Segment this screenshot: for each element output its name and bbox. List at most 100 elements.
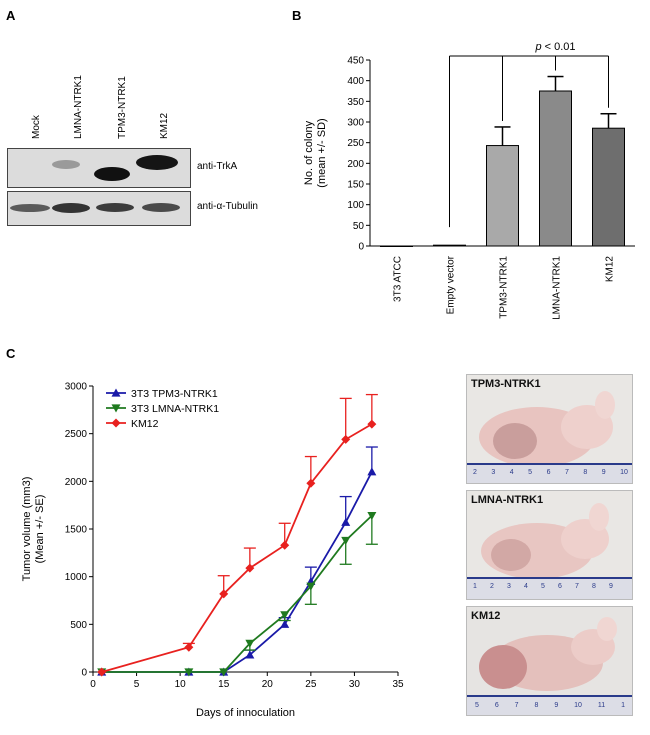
x-tick-label: 5 <box>134 679 140 690</box>
mouse-photo: KM12 5 6 7 8 9 10 11 1 <box>466 606 633 716</box>
ruler-number: 6 <box>558 583 562 590</box>
ruler-number: 1 <box>621 702 625 709</box>
mouse-photo: TPM3-NTRK1 2 3 4 5 6 7 8 9 10 <box>466 374 633 484</box>
x-tick-label: 3T3 ATCC <box>393 256 404 302</box>
ruler-number: 4 <box>509 469 514 476</box>
bar <box>433 244 466 247</box>
legend-label: 3T3 LMNA-NTRK1 <box>131 403 219 415</box>
x-tick-label: TPM3-NTRK1 <box>499 256 510 319</box>
ruler-number: 7 <box>514 702 519 709</box>
x-tick-label: 10 <box>175 679 187 690</box>
blot-label: anti-α-Tubulin <box>197 201 258 212</box>
data-point <box>219 668 229 677</box>
y-axis-label: Tumor volume (mm3)(Mean +/- SE) <box>21 477 46 582</box>
blot-band <box>52 203 90 213</box>
ruler-number: 10 <box>574 702 582 709</box>
data-point <box>341 536 351 545</box>
ruler-number: 5 <box>528 469 533 476</box>
series-line <box>101 423 373 673</box>
ruler-number: 7 <box>564 469 569 476</box>
data-point <box>367 419 377 429</box>
data-point <box>184 668 194 677</box>
ruler-number: 9 <box>554 702 559 709</box>
lane-label: Mock <box>31 115 42 139</box>
data-point <box>111 388 121 397</box>
x-axis-label: Days of innoculation <box>196 707 295 719</box>
data-point <box>306 582 316 591</box>
data-point <box>97 667 107 677</box>
photo-label: TPM3-NTRK1 <box>471 378 541 390</box>
x-tick-label: LMNA-NTRK1 <box>552 256 563 320</box>
data-point <box>245 650 255 659</box>
series-line <box>101 515 373 673</box>
data-point <box>367 467 377 476</box>
ruler-number: 1 <box>473 583 477 590</box>
data-point <box>367 512 377 521</box>
blot-band <box>52 160 80 169</box>
series-group <box>97 512 378 677</box>
x-tick-label: 15 <box>218 679 230 690</box>
colony-bar-chart: 0 50 100 150 200 250 300 350 400 450 No. of colony… <box>303 41 635 320</box>
y-tick-label: 450 <box>347 56 364 67</box>
blot-band <box>96 203 134 212</box>
x-tick-label: 25 <box>305 679 317 690</box>
data-point <box>280 619 290 628</box>
ruler-number: 3 <box>507 583 511 590</box>
blot-label: anti-TrkA <box>197 161 238 172</box>
lane-label: TPM3-NTRK1 <box>117 76 128 139</box>
bar <box>380 245 413 247</box>
ruler-number: 2 <box>490 583 494 590</box>
y-tick-label: 0 <box>358 242 364 253</box>
blot-band <box>142 203 180 212</box>
tubulin-blot <box>7 191 191 226</box>
series-group <box>97 393 378 677</box>
y-tick-label: 250 <box>347 138 364 149</box>
ruler-number: 3 <box>491 469 496 476</box>
blot-band <box>94 167 130 181</box>
ruler-number: 5 <box>475 702 479 709</box>
tumor-volume-line-chart: 0 500 1000 1500 2000 2500 3000 0 5 10 15 20 25 30 35 Da… <box>21 382 404 720</box>
ruler-number: 7 <box>575 583 579 590</box>
series-line <box>101 471 373 673</box>
ruler-number: 8 <box>534 702 539 709</box>
bar <box>539 90 572 247</box>
data-point <box>219 589 229 599</box>
y-tick-label: 300 <box>347 118 364 129</box>
y-tick-label: 2000 <box>65 477 88 488</box>
data-point <box>341 517 351 526</box>
x-tick-label: 30 <box>349 679 361 690</box>
ruler-number: 9 <box>601 469 606 476</box>
data-point <box>341 434 351 444</box>
data-point <box>280 540 290 550</box>
legend: 3T3 TPM3-NTRK1 3T3 LMNA-NTRK1 KM12 <box>106 388 219 430</box>
bar <box>592 127 625 247</box>
data-point <box>245 639 255 648</box>
bar <box>486 145 519 247</box>
ruler-number: 2 <box>473 469 477 476</box>
photo-label: LMNA-NTRK1 <box>471 494 544 506</box>
x-tick-label: KM12 <box>605 256 616 283</box>
trka-blot <box>7 148 191 188</box>
panel-label-a: A <box>6 8 16 23</box>
data-point <box>111 418 121 428</box>
y-tick-label: 2500 <box>65 429 88 440</box>
panel-label-b: B <box>292 8 302 23</box>
ruler-number: 4 <box>524 583 528 590</box>
x-tick-label: 0 <box>90 679 96 690</box>
y-tick-label: 0 <box>81 668 87 679</box>
ruler-number: 5 <box>541 583 545 590</box>
y-tick-label: 1000 <box>65 572 88 583</box>
data-point <box>245 563 255 573</box>
x-tick-label: 35 <box>392 679 404 690</box>
y-tick-label: 1500 <box>65 525 88 536</box>
x-tick-label: 20 <box>262 679 274 690</box>
ruler-number: 6 <box>546 469 551 476</box>
lane-label: KM12 <box>159 112 170 139</box>
blot-band <box>136 155 178 170</box>
ruler-number: 9 <box>609 583 613 590</box>
ruler-number: 11 <box>597 702 606 709</box>
data-point <box>280 611 290 620</box>
data-point <box>111 404 121 413</box>
data-point <box>184 642 194 652</box>
y-tick-label: 400 <box>347 76 364 87</box>
